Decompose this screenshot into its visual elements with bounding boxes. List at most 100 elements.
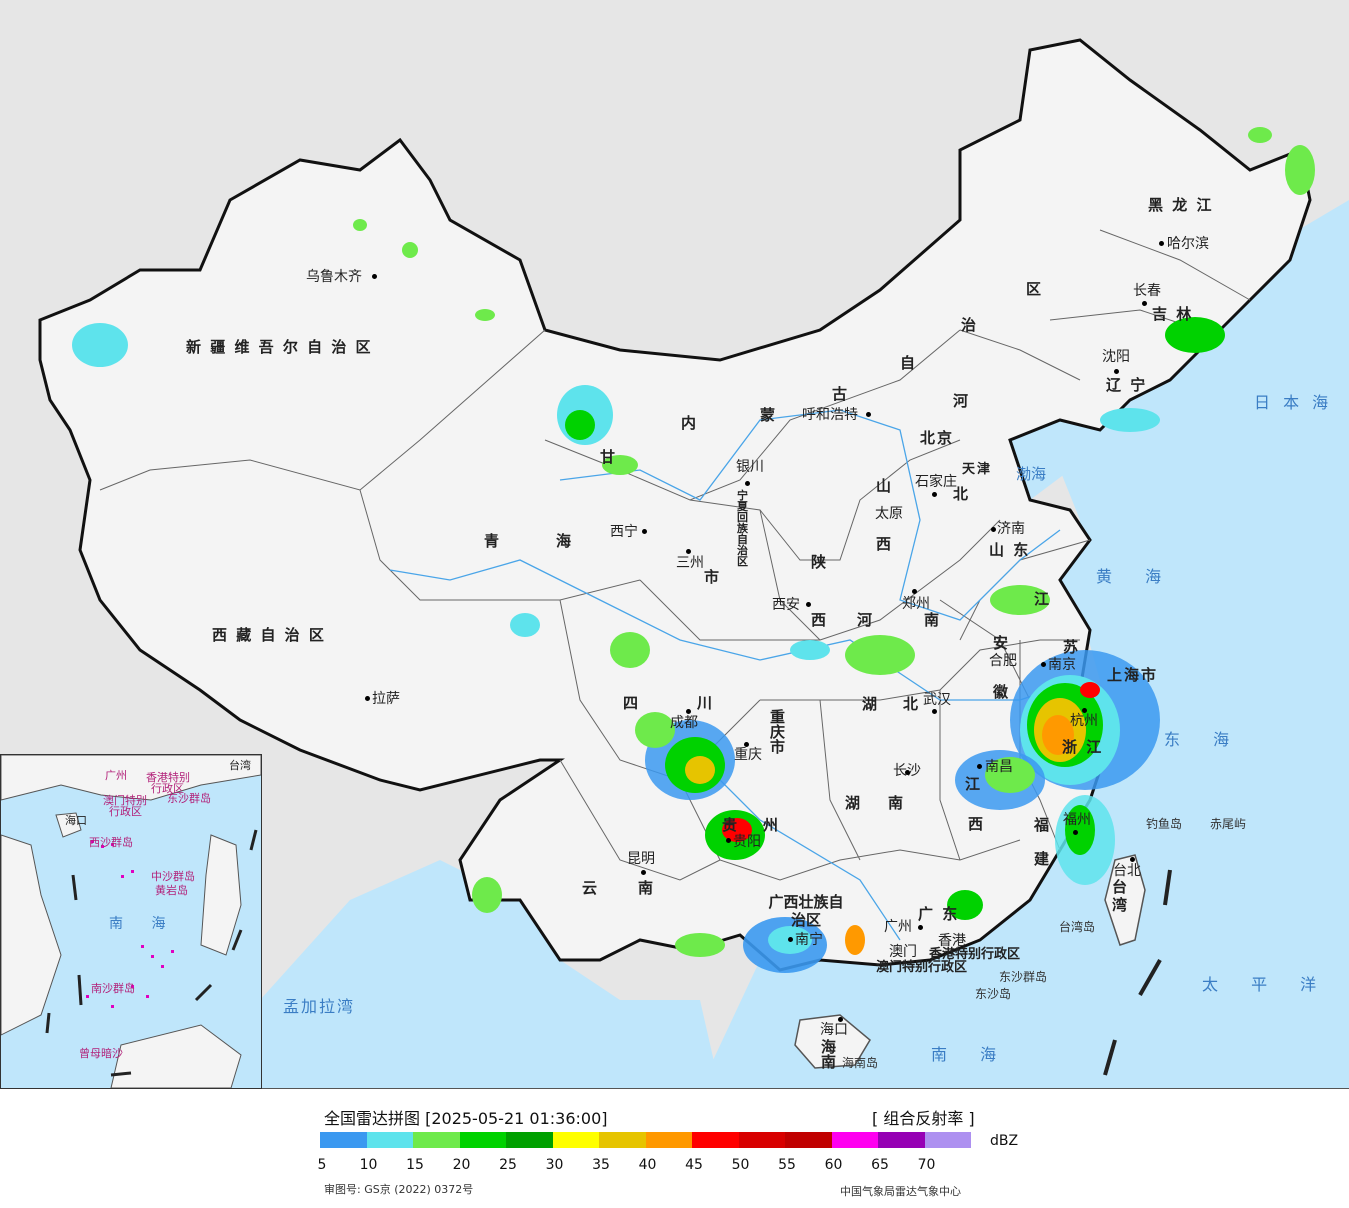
city-dot-shenyang (1114, 369, 1119, 374)
label-gansu: 甘 (600, 448, 618, 466)
city-dot-nanchang (977, 764, 982, 769)
inset-label-zengmu: 曾母暗沙 (79, 1047, 123, 1060)
label-qinghai-a: 青 (484, 532, 502, 550)
echo-northwest (72, 219, 638, 475)
colorbar-tick-1: 10 (359, 1157, 378, 1173)
colorbar-tick-11: 60 (824, 1157, 843, 1173)
inset-mainland (1, 755, 261, 801)
colorbar-tick-10: 55 (778, 1157, 796, 1173)
legend-panel: 全国雷达拼图 [2025-05-21 01:36:00] [ 组合反射率 ] d… (0, 1089, 1349, 1208)
city-dot-haikou (838, 1017, 843, 1022)
city-dot-yinchuan (745, 481, 750, 486)
city-xining: 西宁 (610, 524, 638, 540)
colorbar-swatch-9 (738, 1132, 785, 1148)
inset-canvas (1, 755, 261, 1088)
inset-label-guangzhou: 广州 (105, 769, 127, 782)
sea-riben: 日 本 海 (1254, 393, 1333, 412)
rivers (389, 409, 1081, 941)
inset-label-xisha: 西沙群岛 (89, 836, 133, 849)
inset-label-macau: 澳门特别 (103, 794, 147, 807)
label-shanxi-2: 西 (876, 535, 894, 553)
label-xinjiang: 新 疆 维 吾 尔 自 治 区 (186, 338, 373, 356)
colorbar-tick-12: 65 (871, 1157, 889, 1173)
label-anhui-2: 徽 (993, 683, 1011, 701)
echo-southwest (635, 712, 765, 860)
bay-of-bengal (260, 860, 720, 1088)
label-jiangxi-1: 江 (965, 775, 983, 793)
city-dot-taipei (1130, 857, 1135, 862)
inset-label-hk2: 行政区 (151, 782, 184, 795)
city-dot-xining (642, 529, 647, 534)
label-hainan: 海 南 (821, 1038, 843, 1071)
label-neimeng-6: 区 (1026, 280, 1044, 298)
city-dot-shijiazhuang (932, 492, 937, 497)
inset-indochina (1, 834, 62, 1036)
sea-donghai: 东 海 (1164, 730, 1244, 749)
label-guangdong: 广 东 (918, 905, 960, 923)
city-dot-guiyang (726, 838, 731, 843)
label-shaanxi-2: 西 (811, 611, 829, 629)
label-shaanxi-1: 陕 (811, 553, 829, 571)
colorbar-tick-4: 25 (499, 1157, 517, 1173)
colorbar-tick-8: 45 (685, 1157, 703, 1173)
colorbar-swatch-3 (459, 1132, 506, 1148)
colorbar-swatch-6 (599, 1132, 646, 1148)
echo-northeast (1100, 127, 1315, 432)
colorbar-tick-5: 30 (545, 1157, 564, 1173)
label-neimeng-3: 古 (832, 385, 850, 403)
island-hainan: 海南岛 (842, 1056, 879, 1070)
city-kunming: 昆明 (627, 851, 655, 867)
city-dot-zhengzhou (912, 589, 917, 594)
city-dot-hangzhou (1082, 708, 1087, 713)
city-jinan: 济南 (997, 521, 1025, 537)
maritime-boundary-marks (1103, 869, 1172, 1076)
city-hohhot: 呼和浩特 (802, 407, 858, 423)
island-taiwan: 台湾岛 (1059, 920, 1096, 934)
city-guiyang: 贵阳 (733, 834, 761, 850)
label-tianjin: 天津 (962, 462, 993, 477)
label-taiwan: 台湾 (1112, 878, 1128, 914)
label-yunnan-1: 云 (582, 879, 600, 897)
label-guangxi: 广西壮族自治区 (768, 893, 844, 929)
south-china-sea-inset: 广州 香港特别 行政区 澳门特别 行政区 东沙群岛 海口 西沙群岛 中沙群岛 黄… (0, 754, 262, 1089)
inset-label-haikou: 海口 (65, 814, 87, 827)
label-fujian-1: 福 (1034, 816, 1052, 834)
city-nanjing: 南京 (1048, 657, 1076, 673)
colorbar-swatch-5 (552, 1132, 599, 1148)
label-neimeng-2: 蒙 (760, 406, 778, 424)
city-dot-nanning (788, 937, 793, 942)
label-jiangxi-2: 西 (968, 815, 986, 833)
city-chongqing: 重庆 (734, 747, 762, 763)
city-dot-fuzhou (1073, 830, 1078, 835)
city-macau: 澳门 (889, 944, 917, 960)
colorbar-swatch-11 (831, 1132, 878, 1148)
label-neimeng-4: 自 (900, 354, 918, 372)
label-hebei-1: 河 (953, 392, 971, 410)
label-shanxi-1: 山 (876, 477, 894, 495)
island-chiwei: 赤尾屿 (1210, 817, 1247, 831)
label-anhui-1: 安 (993, 634, 1011, 652)
city-nanning: 南宁 (795, 932, 823, 948)
colorbar-tick-6: 35 (592, 1157, 610, 1173)
echo-east-china (955, 650, 1160, 885)
label-henan-1: 河 (857, 611, 875, 629)
city-dot-changchun (1142, 301, 1147, 306)
label-hunan-2: 南 (888, 794, 906, 812)
label-jiangsu-2: 苏 (1063, 638, 1081, 656)
city-dot-changsha (905, 770, 910, 775)
sea-of-japan (1180, 200, 1349, 440)
city-dot-kunming (641, 870, 646, 875)
city-shenyang: 沈阳 (1102, 349, 1130, 365)
city-dot-lhasa (365, 696, 370, 701)
echo-guangxi (743, 890, 983, 973)
colorbar-swatch-10 (785, 1132, 832, 1148)
inset-boundary-dashes (45, 829, 258, 1077)
city-dot-wuhan (932, 709, 937, 714)
sea-huanghai: 黄 海 (1096, 567, 1176, 586)
city-nanchang: 南昌 (985, 759, 1013, 775)
city-urumqi: 乌鲁木齐 (306, 269, 362, 285)
label-hunan-1: 湖 (845, 794, 863, 812)
taiwan-island (1104, 854, 1146, 946)
label-shanghai: 上海市 (1107, 666, 1159, 684)
legend-product: [ 组合反射率 ] (872, 1109, 975, 1128)
